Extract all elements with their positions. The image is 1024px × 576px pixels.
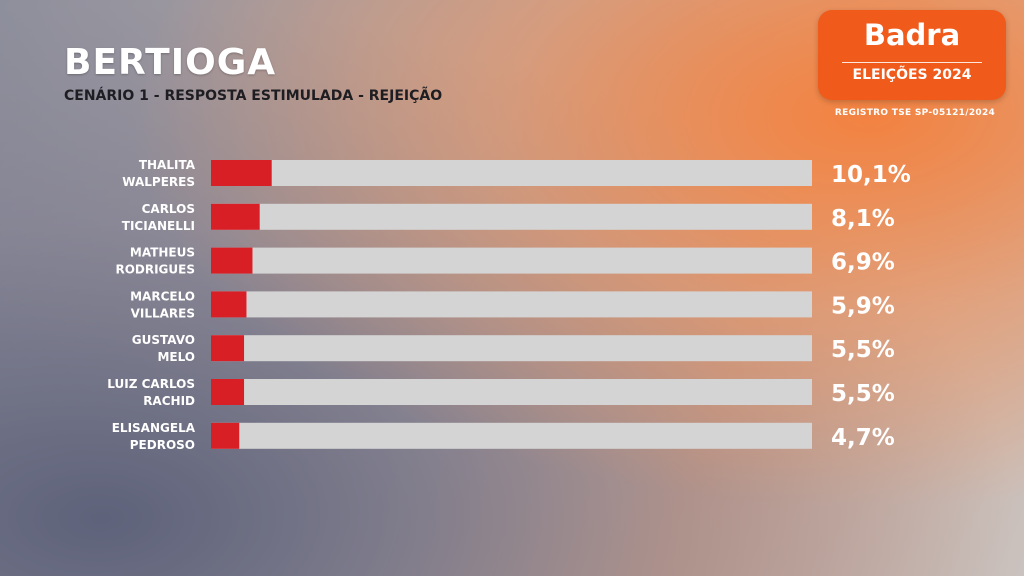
candidate-label-line: ELISANGELA: [112, 421, 196, 435]
candidate-label: THALITA WALPERES: [122, 158, 195, 189]
bar-value: [211, 160, 272, 186]
bar-value: [211, 335, 245, 362]
brand-edition: ELEIÇÕES 2024: [852, 67, 972, 83]
bar-track: [211, 335, 812, 362]
value-label: 5,5%: [831, 337, 895, 363]
bar-row: ELISANGELA PEDROSO 4,7%: [112, 421, 895, 452]
bar-value: [211, 379, 245, 405]
candidate-label-line: MELO: [157, 350, 195, 364]
page-title: BERTIOGA: [64, 42, 277, 83]
candidate-label: ELISANGELA PEDROSO: [112, 421, 196, 452]
candidate-label-line: THALITA: [139, 158, 196, 172]
candidate-label-line: RACHID: [143, 394, 195, 408]
bar-value: [211, 422, 240, 449]
candidate-label: CARLOS TICIANELLI: [122, 202, 195, 233]
brand-logo-text: Badra: [863, 18, 961, 52]
bar-track: [211, 422, 812, 449]
registro-tse: REGISTRO TSE SP-05121/2024: [834, 108, 996, 118]
value-label: 4,7%: [831, 425, 895, 451]
candidate-label-line: MATHEUS: [130, 246, 195, 260]
bar-track: [211, 160, 812, 186]
candidate-label: LUIZ CARLOS RACHID: [107, 377, 195, 408]
bar-row: MARCELO VILLARES 5,9%: [130, 289, 895, 320]
candidate-label-line: CARLOS: [142, 202, 195, 216]
candidate-label: MARCELO VILLARES: [130, 289, 195, 320]
value-label: 5,5%: [831, 381, 895, 407]
brand-badge: Badra ELEIÇÕES 2024: [818, 10, 1006, 100]
bar-track: [211, 247, 812, 274]
bar-row: LUIZ CARLOS RACHID 5,5%: [107, 377, 895, 408]
bar-row: THALITA WALPERES 10,1%: [122, 158, 911, 189]
candidate-label: GUSTAVO MELO: [132, 333, 195, 364]
candidate-label-line: LUIZ CARLOS: [107, 377, 195, 391]
value-label: 5,9%: [831, 293, 895, 319]
bar-track: [211, 379, 812, 405]
bar-track: [211, 291, 812, 318]
bar-value: [211, 247, 253, 274]
candidate-label-line: GUSTAVO: [132, 333, 195, 347]
candidate-label: MATHEUS RODRIGUES: [115, 246, 195, 277]
bar-row: CARLOS TICIANELLI 8,1%: [122, 202, 895, 233]
candidate-label-line: TICIANELLI: [122, 219, 195, 233]
bar-track: [211, 203, 812, 230]
bar-row: GUSTAVO MELO 5,5%: [132, 333, 895, 364]
page-subtitle: CENÁRIO 1 - RESPOSTA ESTIMULADA - REJEIÇ…: [64, 88, 443, 104]
candidate-label-line: VILLARES: [131, 306, 195, 320]
bar-value: [211, 203, 260, 230]
candidate-label-line: RODRIGUES: [115, 263, 195, 277]
bar-row: MATHEUS RODRIGUES 6,9%: [115, 246, 894, 277]
brand-divider: [842, 62, 982, 63]
candidate-label-line: WALPERES: [122, 175, 195, 189]
candidate-label-line: PEDROSO: [130, 438, 195, 452]
value-label: 8,1%: [831, 206, 895, 232]
value-label: 10,1%: [831, 162, 911, 188]
candidate-label-line: MARCELO: [130, 289, 195, 303]
value-label: 6,9%: [831, 250, 895, 276]
bar-value: [211, 291, 247, 318]
